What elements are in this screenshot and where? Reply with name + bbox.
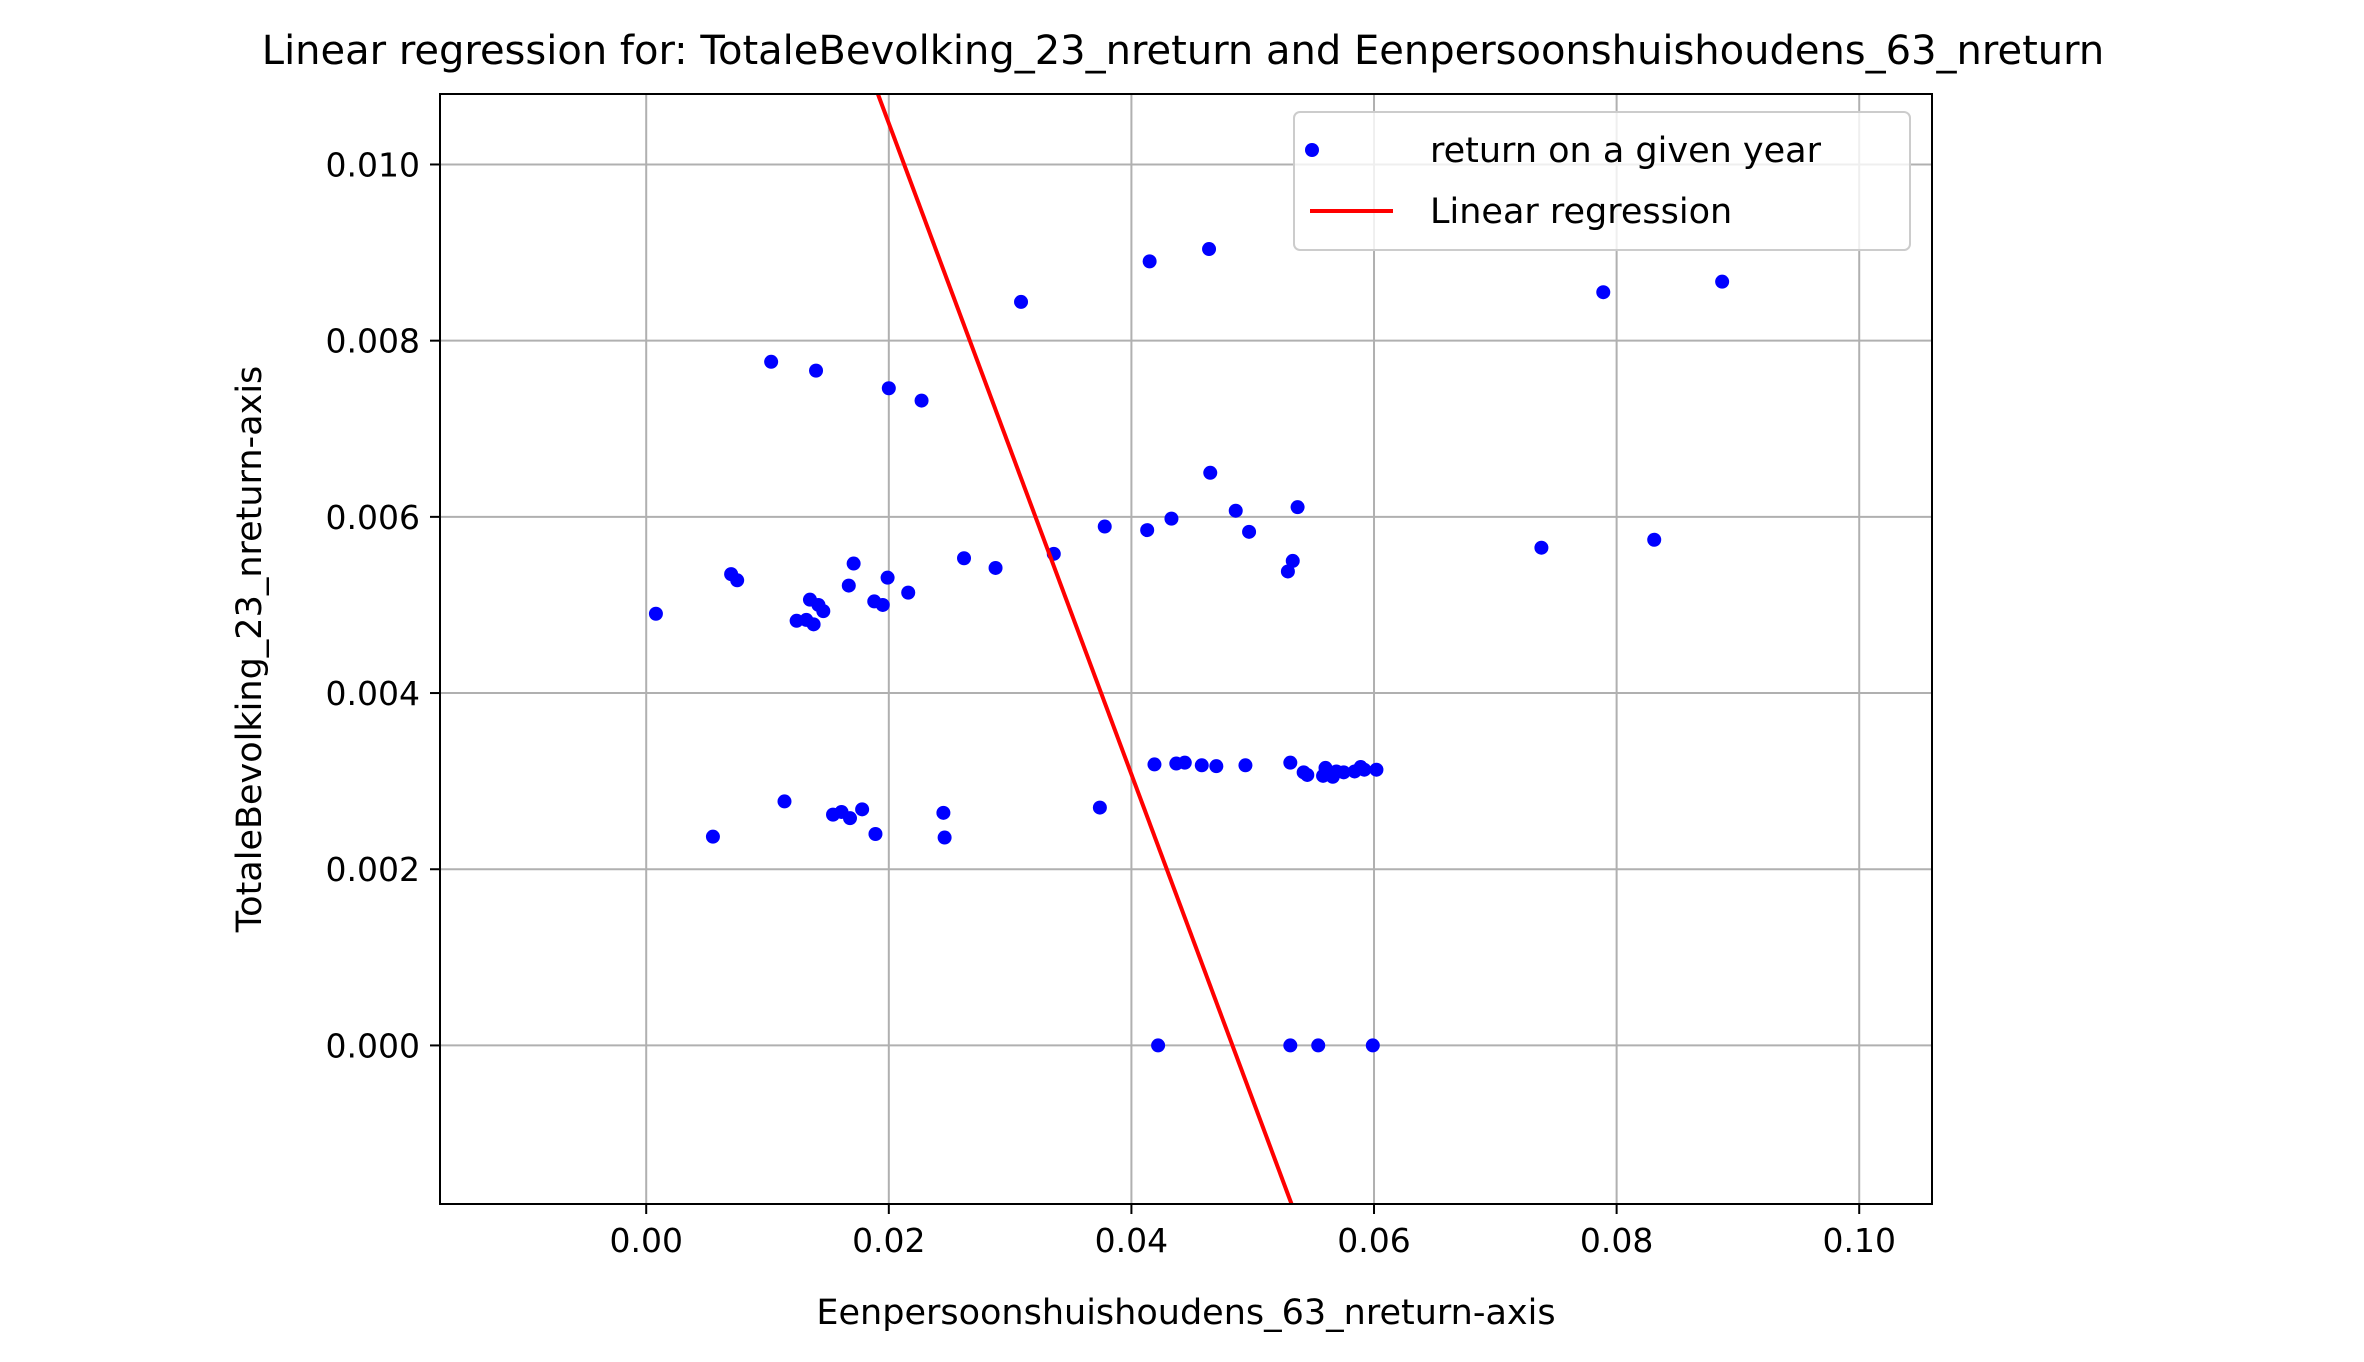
data-point [937,830,952,845]
data-point [777,794,792,809]
data-point [1151,1038,1166,1053]
y-tick-label: 0.000 [326,1026,420,1065]
x-tick-label: 0.08 [1580,1221,1653,1260]
data-point [1228,503,1243,518]
data-point [1311,1038,1326,1053]
data-point [1142,254,1157,269]
plot-frame [439,93,1933,1205]
data-point [868,827,883,841]
y-tick-label: 0.008 [326,322,420,361]
data-point [901,585,916,600]
data-point [914,393,929,408]
data-point [1097,519,1112,534]
data-point [1290,500,1305,515]
x-tick-label: 0.10 [1822,1221,1895,1260]
data-point [1194,758,1209,773]
data-point [816,604,831,619]
data-point [1238,758,1253,773]
plot-area [648,94,1730,1204]
grid-lines [440,94,1932,1204]
data-point [1140,523,1155,538]
data-point [764,354,779,369]
x-tick-label: 0.00 [609,1221,682,1260]
data-point [881,381,896,396]
chart-title: Linear regression for: TotaleBevolking_2… [262,28,2104,74]
data-point [841,578,856,593]
data-point [1092,800,1107,815]
data-point [806,617,821,632]
data-point [1283,1038,1298,1053]
data-point [936,805,951,820]
data-point [648,606,663,621]
data-point [1283,755,1298,770]
data-point [1534,540,1549,555]
axis-ticks: 0.00 0.02 0.04 0.06 0.08 0.10 0.000 0.002 0.004 0… [326,145,1896,1260]
legend-label-scatter: return on a given year [1430,131,1822,171]
data-point [880,570,895,585]
data-point [957,551,972,566]
data-point [809,363,824,378]
regression-line [876,94,1294,1204]
x-tick-label: 0.06 [1337,1221,1410,1260]
data-point [1285,553,1300,568]
data-point [1202,242,1217,257]
data-point [1209,759,1224,774]
data-point [1177,755,1192,770]
data-point [1147,757,1162,772]
y-tick-label: 0.006 [326,498,420,537]
y-tick-label: 0.002 [326,850,420,889]
data-point [1203,465,1218,480]
data-point [1300,767,1315,782]
y-tick-label: 0.010 [326,145,420,184]
data-point [1596,285,1611,300]
data-point [1647,532,1662,547]
data-point [875,597,890,612]
x-tick-label: 0.04 [1095,1221,1168,1260]
data-point [855,802,870,817]
y-tick-label: 0.004 [326,674,420,713]
data-point [1369,762,1384,777]
data-point [1357,762,1372,777]
data-point [1280,564,1295,579]
y-axis-label: TotaleBevolking_23_nreturn-axis [230,366,270,934]
legend: return on a given year Linear regression [1293,111,1911,251]
data-point [1014,294,1029,309]
x-axis-label: Eenpersoonshuishoudens_63_nreturn-axis [816,1293,1555,1333]
data-point [730,573,745,588]
data-point [846,556,861,571]
data-point [1242,524,1257,539]
data-point [1336,765,1351,780]
legend-label-line: Linear regression [1430,192,1732,232]
data-point [1715,274,1730,289]
data-point [1164,511,1179,526]
data-point [842,811,857,826]
data-point [705,829,720,844]
x-tick-label: 0.02 [852,1221,925,1260]
data-point [988,560,1003,575]
legend-marker-scatter [1305,143,1319,157]
legend-box [1293,111,1911,251]
data-point [1365,1038,1380,1053]
